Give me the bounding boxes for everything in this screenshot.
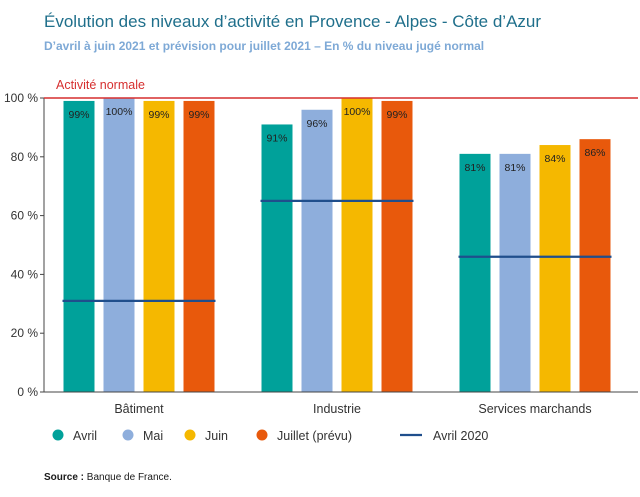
normal-activity-label: Activité normale: [56, 78, 145, 92]
y-tick-label: 80 %: [11, 150, 39, 164]
bar-value-label: 99%: [148, 109, 169, 121]
bar: [459, 153, 491, 392]
bar-value-label: 81%: [504, 162, 525, 174]
legend-label: Avril: [73, 429, 97, 443]
bar: [539, 145, 571, 392]
bar-value-label: 99%: [386, 109, 407, 121]
bar: [143, 100, 175, 392]
legend-label: Avril 2020: [433, 429, 488, 443]
y-tick-label: 0 %: [17, 385, 38, 399]
bar: [183, 100, 215, 392]
legend-marker: [52, 429, 64, 441]
x-tick-label: Bâtiment: [114, 402, 164, 416]
source-text: Banque de France.: [84, 472, 172, 483]
bar-value-label: 100%: [344, 106, 371, 118]
bar-value-label: 99%: [188, 109, 209, 121]
bar: [103, 98, 135, 392]
bar-value-label: 86%: [584, 147, 605, 159]
bar: [381, 100, 413, 392]
bar-value-label: 99%: [68, 109, 89, 121]
legend-marker: [122, 429, 134, 441]
y-tick-label: 60 %: [11, 209, 39, 223]
bar-value-label: 91%: [266, 132, 287, 144]
y-tick-label: 20 %: [11, 326, 39, 340]
bar-value-label: 81%: [464, 162, 485, 174]
legend-label: Juillet (prévu): [277, 429, 352, 443]
bar: [499, 153, 531, 392]
bar: [341, 98, 373, 392]
y-tick-label: 40 %: [11, 267, 39, 281]
x-tick-label: Industrie: [313, 402, 361, 416]
bar-value-label: 100%: [106, 106, 133, 118]
bar-value-label: 84%: [544, 153, 565, 165]
legend-label: Mai: [143, 429, 163, 443]
bar-value-label: 96%: [306, 118, 327, 130]
source-note: Source : Banque de France.: [44, 472, 172, 483]
chart-subtitle: D’avril à juin 2021 et prévision pour ju…: [44, 39, 485, 53]
legend-label: Juin: [205, 429, 228, 443]
bar: [579, 139, 611, 392]
bar: [261, 124, 293, 393]
x-tick-label: Services marchands: [478, 402, 591, 416]
chart-title: Évolution des niveaux d’activité en Prov…: [44, 12, 542, 31]
bar: [63, 100, 95, 392]
legend-marker: [184, 429, 196, 441]
bar: [301, 109, 333, 392]
legend-marker: [256, 429, 268, 441]
source-label: Source :: [44, 472, 85, 483]
y-tick-label: 100 %: [4, 91, 38, 105]
